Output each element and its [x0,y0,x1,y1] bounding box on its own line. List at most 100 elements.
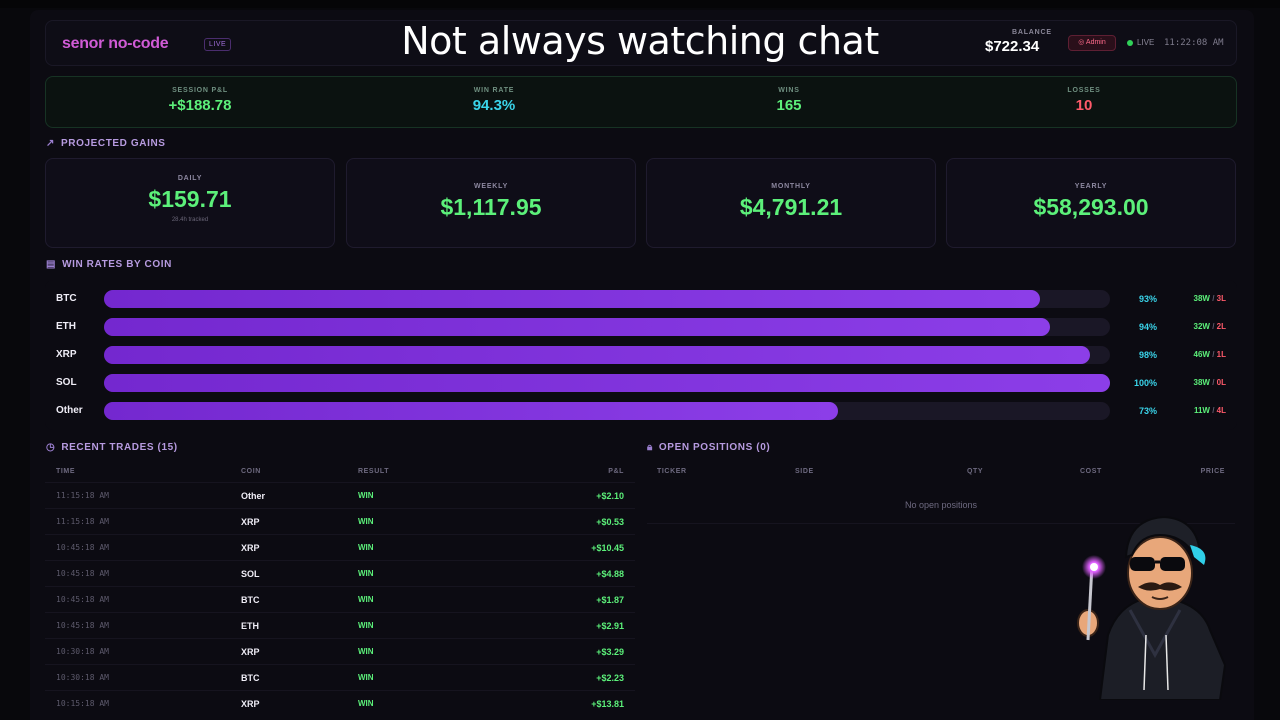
wins-count: 46W [1193,350,1210,359]
trade-row: 10:45:18 AM ETH WIN +$2.91 [45,612,635,638]
balance-label: BALANCE [1012,29,1052,36]
separator: / [1209,294,1217,303]
open-positions-table: TICKER SIDE QTY COST PRICE No open posit… [647,462,1235,524]
trade-time: 10:30:18 AM [56,647,109,656]
trade-time: 10:15:18 AM [56,699,109,708]
losses-count: 4L [1216,406,1226,415]
trade-row: 10:45:18 AM XRP WIN +$10.45 [45,534,635,560]
card-label: YEARLY [1074,183,1108,190]
bar-chart-icon: ▤ [46,259,57,270]
stat-label: WIN RATE [473,87,515,94]
card-weekly: WEEKLY $1,117.95 [346,158,636,248]
win-rate-percent: 100% [1133,378,1157,388]
trade-row: 11:15:18 AM Other WIN +$2.10 [45,482,635,508]
win-rate-percent: 94% [1138,322,1157,332]
trade-pnl: +$2.91 [596,621,624,631]
win-rate-coin: XRP [56,349,77,360]
stat-label: SESSION P&L [172,87,228,94]
stat-win-rate: WIN RATE 94.3% [414,87,574,114]
trade-coin: XRP [241,647,260,657]
trade-result: WIN [358,491,374,500]
live-badge: LIVE [204,38,232,51]
streamer-avatar-illustration [1077,515,1227,700]
column-header-price: PRICE [1200,468,1225,475]
losses-count: 2L [1216,322,1226,331]
trade-time: 11:15:18 AM [56,517,109,526]
card-value: $1,117.95 [440,194,542,220]
card-label: DAILY [177,175,203,182]
balance-value: $722.34 [985,38,1040,55]
losses-count: 0L [1216,378,1226,387]
card-subtext: 28.4h tracked [171,217,209,223]
win-rate-row: BTC 93% 38W / 3L [45,290,1237,308]
win-loss-count: 46W / 1L [1175,350,1226,359]
trade-pnl: +$0.53 [596,517,624,527]
trade-result: WIN [358,569,374,578]
win-rate-bar [104,290,1040,308]
trade-coin: BTC [241,673,260,683]
trade-time: 10:45:18 AM [56,543,109,552]
stat-label: WINS [778,87,800,94]
card-value: $58,293.00 [1033,194,1149,220]
trade-coin: Other [241,491,266,501]
separator: / [1209,322,1217,331]
trade-time: 11:15:18 AM [56,491,109,500]
header: senor no-code LIVE [45,20,1237,66]
stream-overlay-caption: Not always watching chat [401,19,879,63]
session-stats: SESSION P&L +$188.78 WIN RATE 94.3% WINS… [45,76,1237,128]
empty-positions-message: No open positions [904,500,978,510]
win-rate-track [104,374,1110,392]
trade-coin: SOL [241,569,260,579]
card-value: $159.71 [148,186,232,212]
win-rate-track [104,346,1110,364]
clock-icon: ◷ [46,442,56,453]
win-rate-percent: 98% [1138,350,1157,360]
column-header-pnl: P&L [608,468,624,475]
projected-gains-title: ↗ PROJECTED GAINS [46,138,166,149]
win-rate-row: Other 73% 11W / 4L [45,402,1237,420]
win-rates-title: ▤ WIN RATES BY COIN [46,259,172,270]
section-title-text: WIN RATES BY COIN [62,259,172,270]
trade-result: WIN [358,647,374,656]
win-rate-coin: BTC [56,293,77,304]
trade-pnl: +$2.23 [596,673,624,683]
card-label: WEEKLY [473,183,509,190]
win-rate-row: SOL 100% 38W / 0L [45,374,1237,392]
open-positions-title: 🔒︎ OPEN POSITIONS (0) [647,442,770,453]
trade-row: 11:15:18 AM XRP WIN +$0.53 [45,508,635,534]
trade-coin: XRP [241,699,260,709]
brand-name: senor no-code [62,35,169,52]
win-rate-coin: ETH [56,321,76,332]
win-loss-count: 38W / 0L [1175,378,1226,387]
stat-wins: WINS 165 [709,87,869,114]
trade-pnl: +$13.81 [591,699,624,709]
live-status-dot-icon [1127,40,1133,46]
recent-trades-table: TIME COIN RESULT P&L 11:15:18 AM Other WIN… [45,462,635,720]
stat-session-pnl: SESSION P&L +$188.78 [120,87,280,114]
live-status-label: LIVE [1137,38,1155,47]
recent-trades-title: ◷ RECENT TRADES (15) [46,442,178,453]
win-rate-track [104,290,1110,308]
win-rate-track [104,402,1110,420]
admin-button[interactable]: ◎ Admin [1068,35,1116,51]
win-rate-bar [104,402,839,420]
card-daily: DAILY $159.71 28.4h tracked [45,158,335,248]
trend-up-icon: ↗ [46,138,55,149]
win-rate-percent: 73% [1138,406,1157,416]
separator: / [1209,350,1217,359]
win-loss-count: 32W / 2L [1175,322,1226,331]
card-yearly: YEARLY $58,293.00 [946,158,1236,248]
win-rate-track [104,318,1110,336]
stat-value: 165 [776,97,802,114]
section-title-text: PROJECTED GAINS [60,138,166,149]
wins-count: 32W [1193,322,1210,331]
card-label: MONTHLY [771,183,811,190]
trade-result: WIN [358,595,374,604]
column-header-time: TIME [56,468,76,475]
trade-result: WIN [358,517,374,526]
wins-count: 38W [1193,378,1210,387]
trade-row: 10:45:18 AM SOL WIN +$4.88 [45,560,635,586]
win-rate-bar [104,346,1090,364]
column-header-coin: COIN [241,468,261,475]
trade-pnl: +$1.87 [596,595,624,605]
